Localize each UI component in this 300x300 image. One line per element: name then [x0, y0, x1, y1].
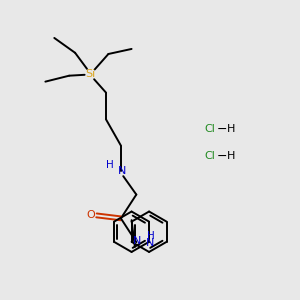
Text: −: −: [217, 149, 227, 162]
Text: Cl: Cl: [204, 151, 215, 161]
Text: O: O: [86, 210, 95, 220]
Text: N: N: [133, 236, 142, 246]
Text: H: H: [227, 151, 235, 161]
Text: N: N: [118, 166, 126, 176]
Text: N: N: [146, 238, 154, 248]
Text: −: −: [217, 123, 227, 136]
Text: H: H: [227, 124, 235, 134]
Text: H: H: [147, 231, 154, 241]
Text: H: H: [106, 160, 113, 170]
Text: Cl: Cl: [204, 124, 215, 134]
Text: Si: Si: [85, 69, 96, 79]
